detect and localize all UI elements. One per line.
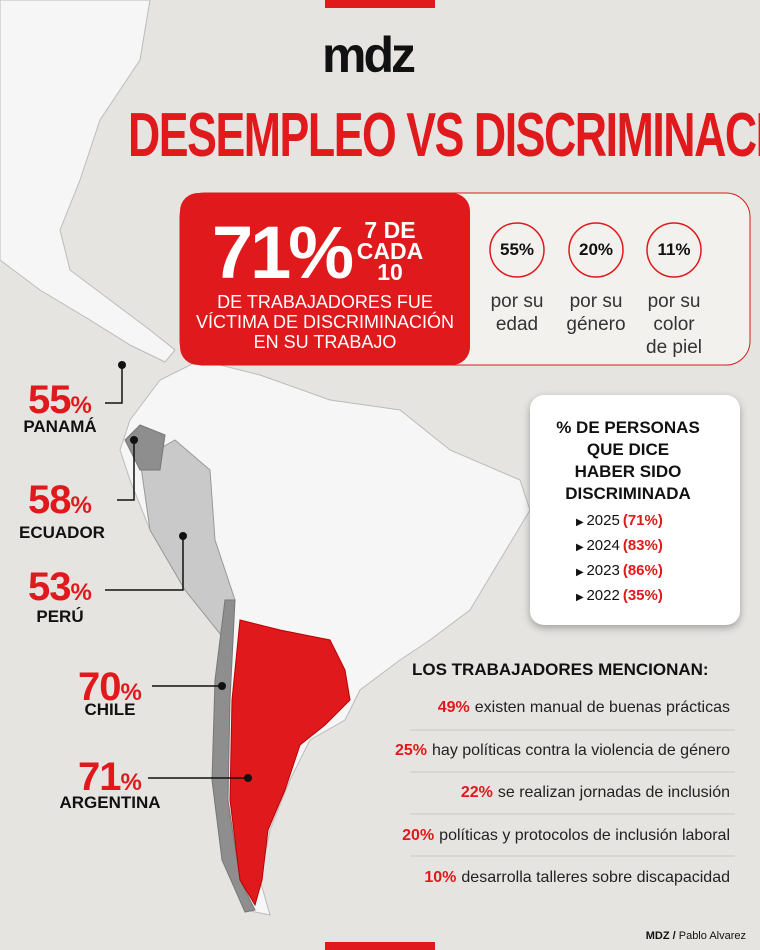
headline-text: DE TRABAJADORES FUE VÍCTIMA DE DISCRIMINA… <box>185 292 465 352</box>
history-title-line: DISCRIMINADA <box>565 484 691 503</box>
reason-circles <box>489 222 702 278</box>
history-year: 2023 <box>586 562 620 579</box>
history-title-line: HABER SIDO <box>574 462 682 481</box>
history-value: (83%) <box>622 537 663 554</box>
country-number: 55 <box>28 378 71 422</box>
history-title: % DE PERSONAS QUE DICE HABER SIDO DISCRIMIN… <box>530 417 726 505</box>
country-value: 53% <box>28 565 92 610</box>
history-value: (35%) <box>622 587 663 604</box>
headline-value: 71% <box>212 211 354 294</box>
mention-value: 49% <box>437 699 470 716</box>
country-name: PERÚ <box>36 607 84 626</box>
headline-line: EN SU TRABAJO <box>253 332 397 352</box>
fraction-line: 7 DE <box>364 217 416 243</box>
headline-line: VÍCTIMA DE DISCRIMINACIÓN <box>195 312 455 332</box>
reason-line: por su <box>490 291 544 312</box>
country-number: 70 <box>78 665 121 709</box>
mention-text: hay políticas contra la violencia de gén… <box>432 741 730 759</box>
mention-item: 49% existen manual de buenas prácticas <box>438 699 730 717</box>
brand: mdz <box>322 27 416 83</box>
country-number: 71 <box>78 755 121 799</box>
country-unit: % <box>120 679 142 706</box>
reason-label: por su género <box>551 290 641 336</box>
reason-label: por su edad <box>472 290 562 336</box>
mention-item: 20% políticas y protocolos de inclusión l… <box>402 827 730 845</box>
country-name: PANAMÁ <box>23 417 97 436</box>
country-unit: % <box>70 492 92 519</box>
headline-box <box>180 193 470 365</box>
country-unit: % <box>70 392 92 419</box>
mention-text: se realizan jornadas de inclusión <box>497 784 730 801</box>
country-number: 58 <box>28 478 71 522</box>
reason-line: color <box>653 314 695 335</box>
history-year: 2022 <box>586 587 620 604</box>
history-value: (86%) <box>622 562 663 579</box>
marker: ▶ <box>576 567 587 578</box>
fraction-line: CADA <box>356 238 424 264</box>
mention-value: 10% <box>424 869 457 886</box>
mention-item: 25% hay políticas contra la violencia de … <box>395 742 730 760</box>
history-item: ▶ 2023 (86%) <box>576 562 663 579</box>
footer-author: Pablo Alvarez <box>678 930 746 942</box>
reason-label: por su color de piel <box>629 290 719 359</box>
reason-value: 11% <box>657 240 691 259</box>
country-name: ECUADOR <box>19 523 105 542</box>
reason-line: edad <box>495 314 539 335</box>
headline-line: DE TRABAJADORES FUE <box>217 292 433 312</box>
reason-value: 20% <box>578 240 614 259</box>
country-value: 70% <box>78 665 142 710</box>
history-year: 2024 <box>586 537 620 554</box>
separators <box>410 729 735 857</box>
fraction: 7 DE CADA 10 <box>350 217 430 285</box>
history-item: ▶ 2022 (35%) <box>576 587 663 604</box>
argentina <box>229 619 351 907</box>
country-unit: % <box>70 579 92 606</box>
north-america <box>0 0 176 363</box>
marker: ▶ <box>576 542 587 553</box>
history-year: 2025 <box>586 512 620 529</box>
history-item: ▶ 2024 (83%) <box>576 537 663 554</box>
mention-item: 22% se realizan jornadas de inclusión <box>461 784 730 802</box>
reason-line: de piel <box>646 337 702 358</box>
history-title-line: % DE PERSONAS <box>556 418 700 437</box>
bottom-bar <box>325 942 435 950</box>
reason-line: por su <box>569 291 623 312</box>
reason-line: género <box>566 314 626 335</box>
mention-text: existen manual de buenas prácticas <box>474 699 730 716</box>
footer-brand: MDZ / <box>645 930 676 942</box>
mention-text: desarrolla talleres sobre discapacidad <box>461 869 730 886</box>
mention-value: 22% <box>460 784 493 801</box>
chile <box>211 599 256 913</box>
country-value: 58% <box>28 478 92 523</box>
country-name: CHILE <box>84 700 136 719</box>
mention-item: 10% desarrolla talleres sobre discapacida… <box>424 869 730 887</box>
country-number: 53 <box>28 565 71 609</box>
country-value: 55% <box>28 378 92 423</box>
footer: MDZ / Pablo Alvarez <box>646 930 746 942</box>
mention-text: políticas y protocolos de inclusión labo… <box>439 826 730 844</box>
dots <box>118 361 252 782</box>
leaders <box>105 365 248 779</box>
history-box <box>530 395 740 625</box>
reason-line: por su <box>647 291 701 312</box>
country-value: 71% <box>78 755 142 800</box>
marker: ▶ <box>576 517 587 528</box>
country-unit: % <box>120 769 142 796</box>
title: DESEMPLEO VS DISCRIMINACIÓN <box>128 101 760 170</box>
reason-value: 55% <box>499 240 535 259</box>
history-item: ▶ 2025 (71%) <box>576 512 663 529</box>
country-name: ARGENTINA <box>59 793 161 812</box>
top-bar <box>325 0 435 8</box>
fraction-line: 10 <box>377 259 403 285</box>
mention-value: 20% <box>402 826 435 844</box>
mention-value: 25% <box>395 741 428 759</box>
history-value: (71%) <box>622 512 663 529</box>
mentions-title: LOS TRABAJADORES MENCIONAN: <box>412 660 709 679</box>
marker: ▶ <box>576 592 587 603</box>
history-title-line: QUE DICE <box>586 440 670 459</box>
